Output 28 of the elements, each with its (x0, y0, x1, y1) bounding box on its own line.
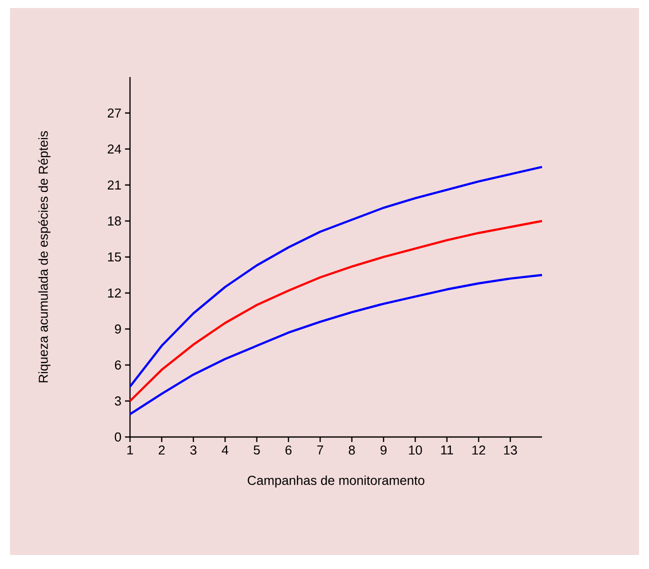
y-tick-label: 0 (114, 432, 122, 442)
x-tick-label: 8 (348, 445, 355, 455)
y-tick-label: 24 (108, 144, 122, 154)
y-tick-label: 12 (108, 288, 121, 298)
x-tick-label: 13 (504, 445, 517, 455)
x-axis-title: Campanhas de monitoramento (248, 475, 424, 488)
x-tick-label: 9 (380, 445, 387, 455)
y-tick-label: 3 (114, 396, 121, 406)
x-tick-label: 3 (190, 445, 196, 455)
x-tick-label: 2 (158, 445, 165, 455)
y-axis-title: Riqueza acumulada de espécies de Répteis (38, 131, 50, 382)
x-tick-label: 6 (286, 445, 292, 455)
x-tick-label: 7 (317, 445, 324, 454)
y-tick-label: 15 (108, 252, 121, 262)
y-tick-label: 9 (114, 324, 121, 334)
y-tick-label: 27 (108, 108, 121, 118)
x-tick-label: 5 (254, 445, 260, 455)
x-tick-label: 1 (127, 445, 133, 454)
x-tick-label: 12 (472, 445, 486, 455)
line-series (128, 274, 544, 416)
x-tick-label: 4 (222, 445, 228, 454)
x-tick-label: 10 (409, 445, 422, 455)
line-series (128, 220, 544, 402)
line-series (128, 166, 544, 388)
y-tick-label: 6 (114, 360, 121, 370)
y-tick-label: 18 (108, 216, 121, 226)
y-tick-label: 21 (108, 180, 121, 190)
x-tick-label: 11 (441, 445, 454, 454)
